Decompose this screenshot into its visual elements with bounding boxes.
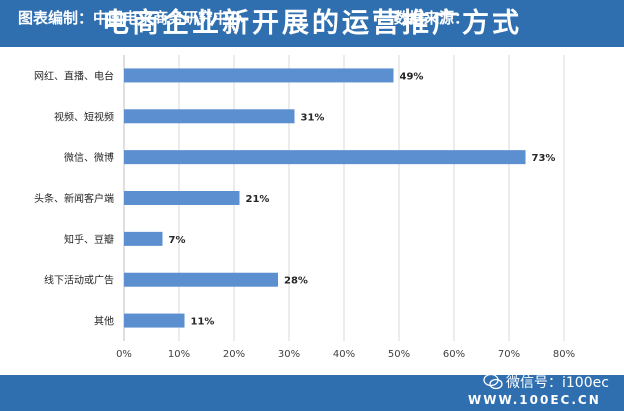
website-watermark: WWW.100EC.CN bbox=[468, 393, 601, 407]
bars bbox=[124, 68, 526, 328]
value-label: 28% bbox=[284, 276, 308, 287]
category-label: 微信、微博 bbox=[64, 151, 114, 164]
category-label: 其他 bbox=[94, 315, 114, 328]
bar-chart: 0% 10% 20% 30% 40% 50% 60% 70% 80% 网红、直播、电台 49% 视频、… bbox=[34, 55, 575, 360]
labels: 0% 10% 20% 30% 40% 50% 60% 70% 80% 网红、直播、电台 49% 视频、… bbox=[34, 69, 575, 360]
category-label: 头条、新闻客户端 bbox=[34, 192, 114, 205]
footer-credit: 图表编制：中国电子商务研究中心 bbox=[18, 9, 244, 27]
x-tick-label: 40% bbox=[333, 349, 355, 360]
category-label: 网红、直播、电台 bbox=[34, 69, 114, 82]
bar bbox=[124, 231, 163, 246]
bar bbox=[124, 150, 526, 165]
x-tick-label: 80% bbox=[553, 349, 575, 360]
wechat-watermark: 微信号：i100ec bbox=[506, 375, 609, 391]
x-tick-label: 20% bbox=[223, 349, 245, 360]
footer-banner bbox=[0, 375, 624, 411]
value-label: 21% bbox=[246, 194, 270, 205]
x-tick-label: 10% bbox=[168, 349, 190, 360]
x-tick-label: 50% bbox=[388, 349, 410, 360]
bar bbox=[124, 68, 394, 83]
x-tick-label: 0% bbox=[116, 349, 132, 360]
title-banner bbox=[0, 0, 624, 47]
page-title: 电商企业新开展的运营推广方式 bbox=[102, 8, 522, 39]
category-label: 线下活动或广告 bbox=[44, 274, 114, 287]
value-label: 73% bbox=[532, 153, 556, 164]
x-tick-label: 60% bbox=[443, 349, 465, 360]
wechat-icon bbox=[483, 373, 503, 390]
value-label: 49% bbox=[400, 71, 424, 82]
category-label: 视频、短视频 bbox=[54, 110, 114, 123]
value-label: 31% bbox=[301, 112, 325, 123]
x-tick-label: 30% bbox=[278, 349, 300, 360]
bar bbox=[124, 109, 295, 124]
bar bbox=[124, 191, 240, 205]
bar bbox=[124, 272, 278, 287]
bar bbox=[124, 313, 185, 328]
value-label: 11% bbox=[191, 317, 215, 328]
footer-source: 数据来源： bbox=[394, 9, 470, 27]
x-tick-label: 70% bbox=[498, 349, 520, 360]
value-label: 7% bbox=[169, 235, 186, 246]
category-label: 知乎、豆瓣 bbox=[64, 233, 114, 246]
